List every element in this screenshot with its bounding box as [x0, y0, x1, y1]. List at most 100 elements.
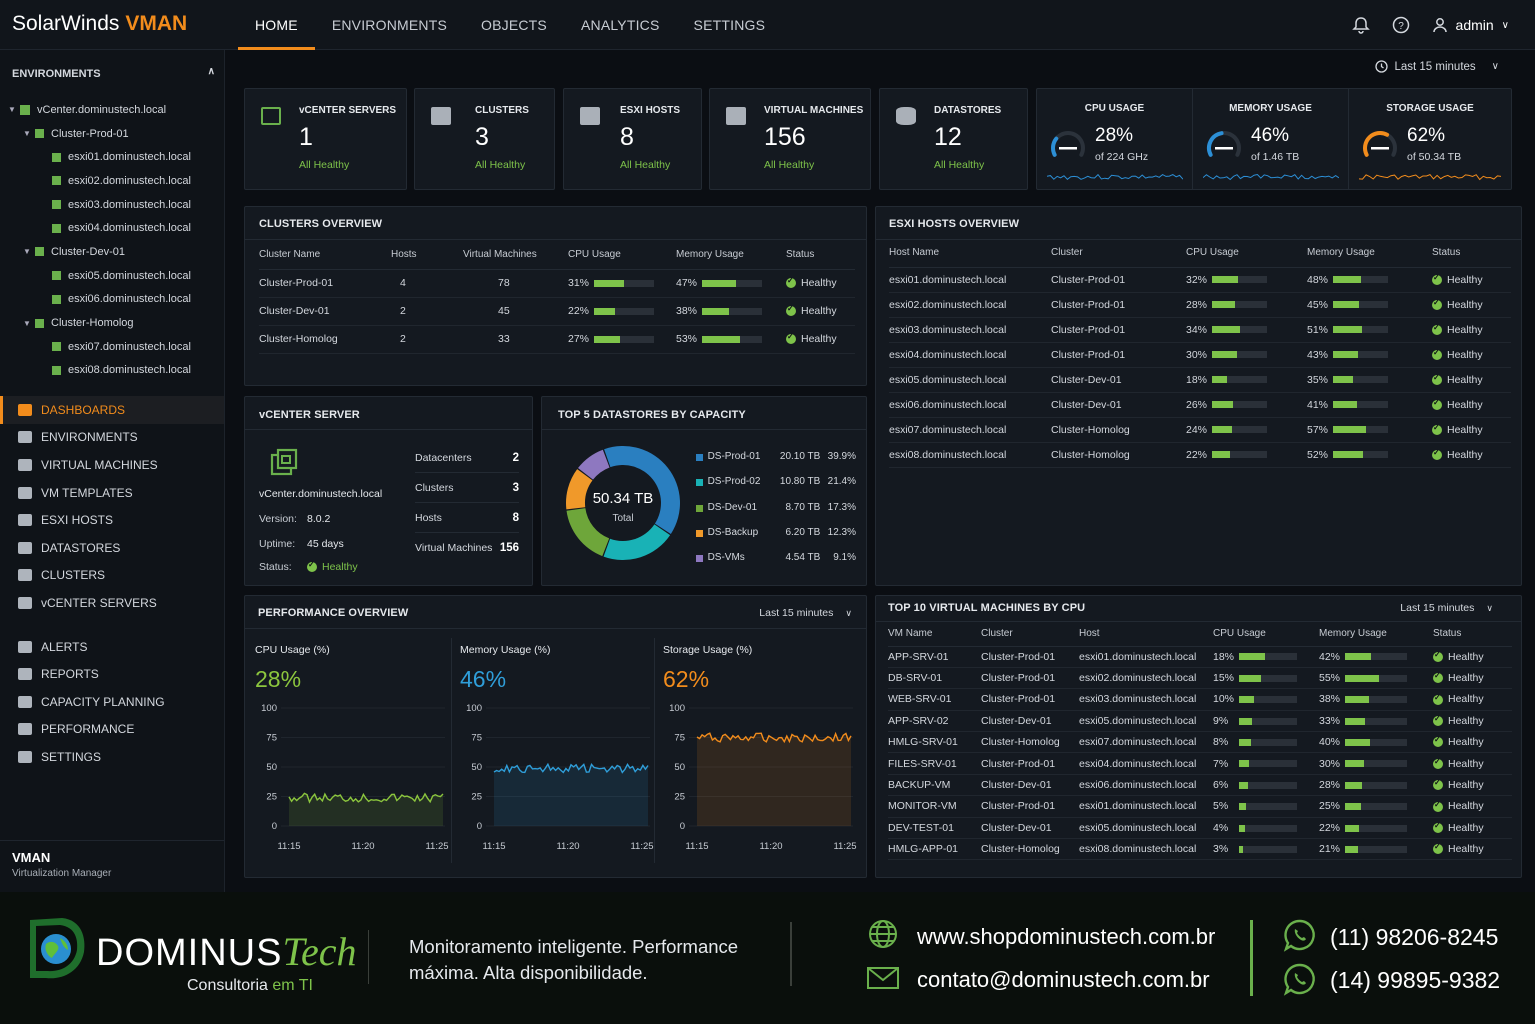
footer-website[interactable]: www.shopdominustech.com.br — [917, 924, 1216, 949]
table-row[interactable]: DB-SRV-01 Cluster-Prod-01 esxi02.dominuste… — [888, 667, 1512, 690]
sidebar-item-settings[interactable]: SETTINGS — [0, 743, 224, 771]
sidebar-item-esxi-hosts[interactable]: ESXI HOSTS — [0, 506, 224, 534]
vm-name[interactable]: DB-SRV-01 — [888, 667, 981, 690]
nav-environments[interactable]: ENVIRONMENTS — [331, 17, 447, 33]
bell-icon[interactable] — [1351, 16, 1370, 34]
column-header[interactable]: CPU Usage — [1213, 622, 1319, 647]
table-row[interactable]: WEB-SRV-01 Cluster-Prod-01 esxi03.dominust… — [888, 688, 1512, 711]
table-row[interactable]: esxi04.dominustech.local Cluster-Prod-01 3… — [889, 342, 1511, 368]
column-header[interactable]: Memory Usage — [1319, 622, 1433, 647]
donut-slice-ds-backup[interactable] — [566, 469, 593, 510]
tree-node[interactable]: esxi08.dominustech.local — [8, 359, 223, 383]
column-header[interactable]: Virtual Machines — [463, 241, 568, 270]
usage-memory[interactable]: MEMORY USAGE 46% of 1.46 TB — [1193, 89, 1349, 189]
sidebar-item-virtual-machines[interactable]: VIRTUAL MACHINES — [0, 451, 224, 479]
vcenter-name[interactable]: vCenter.dominustech.local — [259, 488, 383, 500]
column-header[interactable]: Status — [1432, 239, 1511, 268]
vm-name[interactable]: FILES-SRV-01 — [888, 752, 981, 775]
vm-name[interactable]: APP-SRV-01 — [888, 646, 981, 668]
column-header[interactable]: Status — [1433, 622, 1512, 647]
vm-name[interactable]: BACKUP-VM — [888, 774, 981, 797]
column-header[interactable]: VM Name — [888, 622, 981, 647]
host-name[interactable]: esxi06.dominustech.local — [889, 392, 1051, 418]
tree-node[interactable]: esxi03.dominustech.local — [8, 193, 223, 217]
vm-name[interactable]: DEV-TEST-01 — [888, 817, 981, 840]
column-header[interactable]: Cluster Name — [259, 241, 391, 270]
environments-header[interactable]: ENVIRONMENTS ∧ — [12, 66, 215, 80]
usage-storage[interactable]: STORAGE USAGE 62% of 50.34 TB — [1349, 89, 1511, 189]
kpi-vcenter-servers[interactable]: vCENTER SERVERS 1 All Healthy — [244, 88, 407, 190]
tree-node[interactable]: esxi02.dominustech.local — [8, 169, 223, 193]
top-vms-range-selector[interactable]: Last 15 minutes ∨ — [1400, 602, 1493, 614]
vm-name[interactable]: MONITOR-VM — [888, 795, 981, 818]
vm-name[interactable]: HMLG-APP-01 — [888, 838, 981, 861]
table-row[interactable]: esxi08.dominustech.local Cluster-Homolog 2… — [889, 442, 1511, 468]
chevron-up-icon[interactable]: ∧ — [207, 66, 215, 77]
sidebar-item-performance[interactable]: PERFORMANCE — [0, 716, 224, 744]
column-header[interactable]: Host — [1079, 622, 1213, 647]
column-header[interactable]: Hosts — [391, 241, 463, 270]
table-row[interactable]: esxi06.dominustech.local Cluster-Dev-01 26… — [889, 392, 1511, 418]
sidebar-item-dashboards[interactable]: DASHBOARDS — [0, 396, 224, 424]
column-header[interactable]: CPU Usage — [568, 241, 676, 270]
tree-node[interactable]: esxi06.dominustech.local — [8, 288, 223, 312]
host-name[interactable]: esxi03.dominustech.local — [889, 317, 1051, 343]
chevron-down-icon[interactable]: ▼ — [23, 247, 31, 257]
cluster-name[interactable]: Cluster-Homolog — [259, 325, 391, 354]
user-menu[interactable]: admin ∨ — [1432, 17, 1509, 33]
usage-cpu[interactable]: CPU USAGE 28% of 224 GHz — [1037, 89, 1193, 189]
tree-node[interactable]: ▼ vCenter.dominustech.local — [8, 98, 223, 122]
footer-phone-1[interactable]: (11) 98206-8245 — [1330, 924, 1499, 950]
nav-objects[interactable]: OBJECTS — [481, 17, 547, 33]
table-row[interactable]: DEV-TEST-01 Cluster-Dev-01 esxi05.dominust… — [888, 817, 1512, 840]
legend-item[interactable]: DS-VMs 4.54 TB 9.1% — [696, 552, 856, 563]
table-row[interactable]: APP-SRV-02 Cluster-Dev-01 esxi05.dominuste… — [888, 710, 1512, 733]
chevron-down-icon[interactable]: ▼ — [23, 129, 31, 139]
table-row[interactable]: FILES-SRV-01 Cluster-Prod-01 esxi04.dominu… — [888, 752, 1512, 775]
kpi-virtual-machines[interactable]: VIRTUAL MACHINES 156 All Healthy — [709, 88, 871, 190]
tree-node[interactable]: ▼ Cluster-Homolog — [8, 311, 223, 335]
cluster-name[interactable]: Cluster-Prod-01 — [259, 269, 391, 298]
legend-item[interactable]: DS-Dev-01 8.70 TB 17.3% — [696, 502, 856, 513]
tree-node[interactable]: esxi07.dominustech.local — [8, 335, 223, 359]
sidebar-item-clusters[interactable]: CLUSTERS — [0, 562, 224, 590]
chevron-down-icon[interactable]: ▼ — [23, 318, 31, 328]
sidebar-item-environments[interactable]: ENVIRONMENTS — [0, 424, 224, 452]
vm-name[interactable]: APP-SRV-02 — [888, 710, 981, 733]
host-name[interactable]: esxi01.dominustech.local — [889, 267, 1051, 293]
host-name[interactable]: esxi08.dominustech.local — [889, 442, 1051, 468]
table-row[interactable]: esxi01.dominustech.local Cluster-Prod-01 3… — [889, 267, 1511, 293]
kpi-clusters[interactable]: CLUSTERS 3 All Healthy — [414, 88, 555, 190]
tree-node[interactable]: esxi05.dominustech.local — [8, 264, 223, 288]
donut-slice-ds-prod-02[interactable] — [603, 524, 671, 560]
legend-item[interactable]: DS-Prod-02 10.80 TB 21.4% — [696, 476, 856, 487]
kpi-datastores[interactable]: DATASTORES 12 All Healthy — [879, 88, 1028, 190]
vm-name[interactable]: HMLG-SRV-01 — [888, 731, 981, 754]
column-header[interactable]: Cluster — [1051, 239, 1186, 268]
table-row[interactable]: esxi05.dominustech.local Cluster-Dev-01 18… — [889, 367, 1511, 393]
sidebar-item-alerts[interactable]: ALERTS — [0, 633, 224, 661]
legend-item[interactable]: DS-Prod-01 20.10 TB 39.9% — [696, 451, 856, 462]
tree-node[interactable]: esxi04.dominustech.local — [8, 216, 223, 240]
table-row[interactable]: APP-SRV-01 Cluster-Prod-01 esxi01.dominust… — [888, 646, 1512, 668]
column-header[interactable]: Host Name — [889, 239, 1051, 268]
host-name[interactable]: esxi07.dominustech.local — [889, 417, 1051, 443]
brand-logo[interactable]: SolarWinds VMAN — [12, 12, 187, 36]
table-row[interactable]: HMLG-SRV-01 Cluster-Homolog esxi07.dominus… — [888, 731, 1512, 754]
tree-node[interactable]: ▼ Cluster-Prod-01 — [8, 122, 223, 146]
donut-slice-ds-prod-01[interactable] — [604, 446, 680, 534]
tree-node[interactable]: ▼ Cluster-Dev-01 — [8, 240, 223, 264]
sidebar-item-reports[interactable]: REPORTS — [0, 660, 224, 688]
donut-slice-ds-vms[interactable] — [578, 449, 610, 480]
time-range-selector[interactable]: Last 15 minutes ∨ — [1375, 60, 1499, 73]
host-name[interactable]: esxi04.dominustech.local — [889, 342, 1051, 368]
cluster-name[interactable]: Cluster-Dev-01 — [259, 297, 391, 326]
legend-item[interactable]: DS-Backup 6.20 TB 12.3% — [696, 527, 856, 538]
performance-range-selector[interactable]: Last 15 minutes ∨ — [759, 607, 852, 619]
nav-analytics[interactable]: ANALYTICS — [580, 17, 660, 33]
help-icon[interactable]: ? — [1392, 16, 1410, 34]
column-header[interactable]: Cluster — [981, 622, 1079, 647]
tree-node[interactable]: esxi01.dominustech.local — [8, 145, 223, 169]
